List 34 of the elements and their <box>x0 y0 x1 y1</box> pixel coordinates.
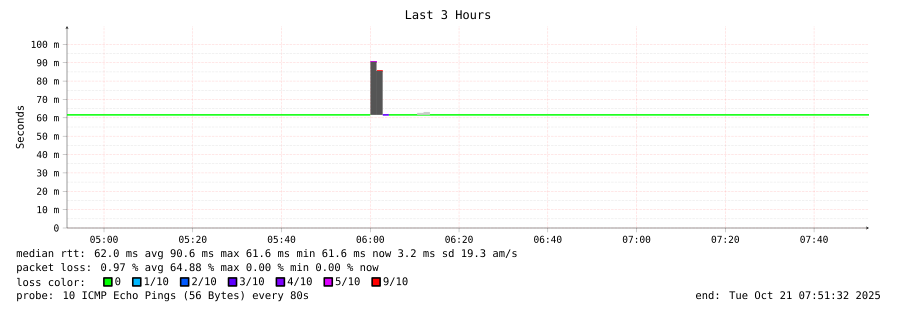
x-tick-label: 07:00 <box>622 236 650 243</box>
legend-label: 9/10 <box>384 277 408 286</box>
y-tick-label: 90 m <box>36 59 59 66</box>
y-tick-label: 70 m <box>36 96 59 104</box>
y-tick-label: 30 m <box>36 169 59 177</box>
y-tick-label: 80 m <box>36 78 59 85</box>
text: median rtt: 62.0 ms avg 90.6 ms max 61.6 ms min 61.6 ms now 3.2 ms sd 19.3 am/s <box>16 249 517 260</box>
x-tick-label: 05:40 <box>268 236 296 243</box>
y-tick-label: 100 m <box>32 40 59 48</box>
x-tick-label: 05:00 <box>90 236 118 243</box>
y-tick-label: 40 m <box>36 150 59 158</box>
legend-label: 1/10 <box>144 277 168 286</box>
x-tick-label: 07:40 <box>800 236 828 243</box>
x-tick-label: 06:00 <box>356 236 384 243</box>
text: end: Tue Oct 21 07:51:32 2025 <box>696 291 880 300</box>
legend-label: 2/10 <box>192 277 216 286</box>
legend-label: 5/10 <box>336 277 360 286</box>
legend-title: loss color: <box>17 278 84 286</box>
y-tick-label: 60 m <box>36 114 59 122</box>
x-tick-label: 06:20 <box>445 236 473 243</box>
y-tick-label: 10 m <box>37 206 59 214</box>
x-tick-label: 07:20 <box>712 236 739 243</box>
text: packet loss: 0.97 % avg 64.88 % max 0.00 % min 0.00 % now <box>17 262 379 274</box>
y-tick-label: 20 m <box>37 188 59 195</box>
legend-label: 0 <box>115 277 120 286</box>
y-tick-label: 0 <box>54 224 59 232</box>
text: probe: 10 ICMP Echo Pings (56 Bytes) every 80s <box>17 291 308 302</box>
legend-label: 3/10 <box>240 277 264 286</box>
legend-label: 4/10 <box>288 277 312 286</box>
y-tick-label: 50 m <box>37 132 59 140</box>
x-tick-label: 05:20 <box>179 236 206 243</box>
chart-title: Last 3 Hours <box>406 10 490 20</box>
y-axis-title: Seconds <box>16 106 24 148</box>
x-tick-label: 06:40 <box>534 236 562 243</box>
